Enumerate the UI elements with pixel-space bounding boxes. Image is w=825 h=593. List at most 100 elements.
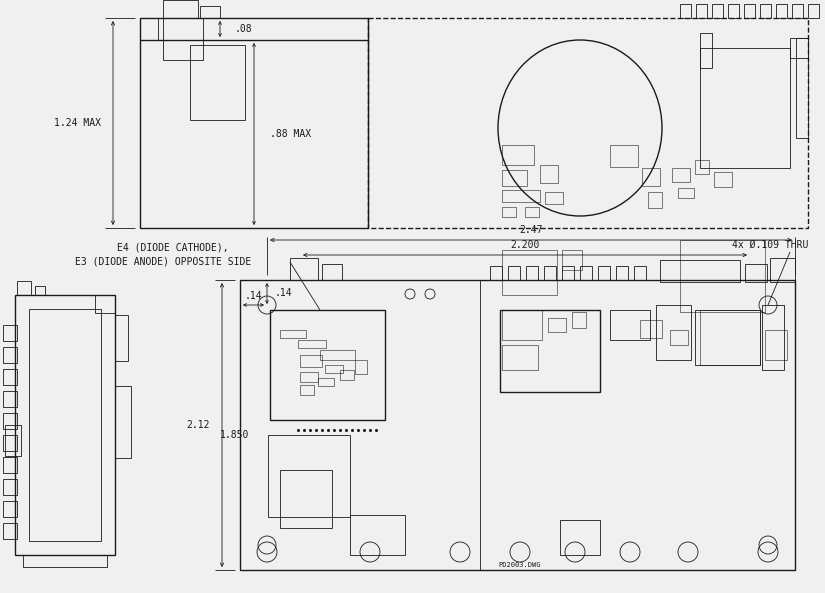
- Text: 1.850: 1.850: [220, 430, 249, 440]
- Bar: [790, 38, 808, 58]
- Bar: [115, 315, 128, 361]
- Bar: [3, 413, 17, 429]
- Bar: [190, 45, 245, 120]
- Text: 4x Ø.109 THRU: 4x Ø.109 THRU: [732, 240, 808, 250]
- Bar: [762, 305, 784, 370]
- Bar: [610, 310, 650, 340]
- Bar: [545, 192, 563, 204]
- Text: E4 (DIODE CATHODE),: E4 (DIODE CATHODE),: [117, 243, 229, 253]
- Bar: [350, 515, 405, 555]
- Bar: [502, 345, 538, 370]
- Bar: [318, 378, 334, 386]
- Bar: [502, 145, 534, 165]
- Bar: [770, 258, 795, 282]
- Bar: [502, 310, 542, 340]
- Bar: [490, 266, 502, 280]
- Bar: [508, 266, 520, 280]
- Bar: [580, 266, 592, 280]
- Bar: [796, 38, 808, 138]
- Bar: [29, 309, 101, 541]
- Bar: [17, 281, 31, 295]
- Bar: [610, 145, 638, 167]
- Bar: [355, 360, 367, 374]
- Bar: [140, 18, 368, 228]
- Bar: [572, 312, 586, 328]
- Bar: [745, 264, 767, 282]
- Bar: [695, 310, 760, 365]
- Bar: [3, 523, 17, 539]
- Bar: [525, 207, 539, 217]
- Bar: [3, 391, 17, 407]
- Bar: [696, 4, 707, 18]
- Text: .14: .14: [244, 291, 262, 301]
- Bar: [562, 266, 574, 280]
- Bar: [700, 310, 760, 365]
- Bar: [712, 4, 723, 18]
- Bar: [95, 295, 115, 313]
- Bar: [700, 48, 790, 168]
- Bar: [744, 4, 755, 18]
- Bar: [695, 160, 709, 174]
- Text: 2.200: 2.200: [511, 240, 540, 250]
- Bar: [648, 192, 662, 208]
- Bar: [5, 425, 21, 456]
- Bar: [140, 18, 158, 40]
- Bar: [325, 365, 343, 373]
- Bar: [562, 250, 582, 270]
- Bar: [672, 168, 690, 182]
- Bar: [502, 170, 527, 186]
- Bar: [280, 330, 306, 338]
- Bar: [290, 258, 318, 280]
- Bar: [35, 286, 45, 295]
- Bar: [270, 310, 385, 420]
- Bar: [616, 266, 628, 280]
- Bar: [280, 470, 332, 528]
- Bar: [792, 4, 803, 18]
- Bar: [502, 250, 557, 295]
- Text: .14: .14: [275, 288, 293, 298]
- Bar: [680, 4, 691, 18]
- Bar: [300, 385, 314, 395]
- Text: 2.47: 2.47: [519, 225, 543, 235]
- Bar: [298, 340, 326, 348]
- Bar: [776, 4, 787, 18]
- Bar: [163, 18, 203, 60]
- Bar: [322, 264, 342, 280]
- Bar: [368, 18, 808, 228]
- Bar: [700, 33, 712, 68]
- Bar: [3, 325, 17, 341]
- Bar: [598, 266, 610, 280]
- Text: .08: .08: [235, 24, 252, 34]
- Bar: [765, 330, 787, 360]
- Bar: [714, 172, 732, 187]
- Bar: [3, 501, 17, 517]
- Bar: [240, 280, 795, 570]
- Bar: [678, 188, 694, 198]
- Bar: [340, 370, 354, 380]
- Bar: [548, 318, 566, 332]
- Bar: [634, 266, 646, 280]
- Bar: [680, 240, 765, 312]
- Bar: [300, 355, 322, 367]
- Bar: [502, 190, 540, 202]
- Text: .88 MAX: .88 MAX: [270, 129, 311, 139]
- Bar: [300, 372, 318, 382]
- Bar: [540, 165, 558, 183]
- Bar: [3, 435, 17, 451]
- Bar: [268, 435, 350, 517]
- Bar: [23, 555, 107, 567]
- Bar: [3, 457, 17, 473]
- Bar: [670, 330, 688, 345]
- Bar: [115, 386, 131, 458]
- Text: 1.24 MAX: 1.24 MAX: [54, 118, 101, 128]
- Bar: [760, 4, 771, 18]
- Bar: [656, 305, 691, 360]
- Bar: [660, 260, 740, 282]
- Bar: [728, 4, 739, 18]
- Bar: [642, 168, 660, 186]
- Bar: [640, 320, 662, 338]
- Text: E3 (DIODE ANODE) OPPOSITE SIDE: E3 (DIODE ANODE) OPPOSITE SIDE: [75, 257, 251, 267]
- Bar: [560, 520, 600, 555]
- Bar: [500, 310, 600, 392]
- Bar: [3, 347, 17, 363]
